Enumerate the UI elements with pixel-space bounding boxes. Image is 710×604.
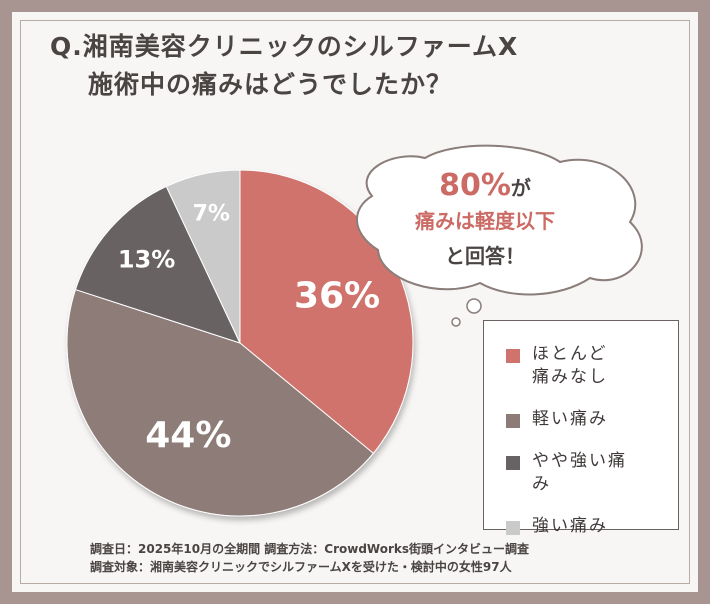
- legend-item: ほとんど痛みなし: [506, 343, 678, 389]
- legend-label-2: 軽い痛み: [532, 409, 608, 429]
- pie-slice-4: [165, 169, 241, 344]
- pie-slice-3: [74, 185, 241, 344]
- pie-slice-2: [66, 288, 375, 517]
- pie-label-3: 13%: [118, 246, 175, 274]
- callout-line-3: と回答！: [445, 244, 525, 268]
- legend-swatch-1: [506, 349, 520, 363]
- pie-label-2: 44%: [145, 415, 231, 456]
- callout-percent: 80%: [439, 168, 511, 203]
- pie-label-4: 7%: [193, 202, 230, 227]
- legend-swatch-4: [506, 521, 520, 535]
- pie-labels: 36% 44% 13% 7%: [118, 202, 380, 456]
- callout-text: 80%が 痛みは軽度以下 と回答！: [380, 168, 590, 269]
- speech-bubble: [356, 144, 643, 327]
- legend-swatch-3: [506, 456, 520, 470]
- callout-line-2: 痛みは軽度以下: [415, 209, 555, 233]
- chart-title: Q.湘南美容クリニックのシルファームX 施術中の痛みはどうでしたか？: [50, 28, 518, 104]
- legend-item: やや強い痛み: [506, 450, 678, 496]
- callout-particle: が: [510, 176, 531, 200]
- legend-swatch-2: [506, 414, 520, 428]
- footer-line-1: 調査日：2025年10月の全期間 調査方法：CrowdWorks街頭インタビュー…: [90, 542, 530, 556]
- pie-label-1: 36%: [294, 275, 380, 316]
- frame-border: [20, 20, 690, 584]
- title-line-1: Q.湘南美容クリニックのシルファームX: [50, 32, 519, 61]
- legend-label-4: 強い痛み: [532, 516, 608, 536]
- legend-label-3: やや強い痛み: [532, 451, 627, 494]
- legend-item: 軽い痛み: [506, 408, 678, 431]
- legend: ほとんど痛みなし 軽い痛み やや強い痛み 強い痛み: [483, 320, 679, 536]
- footer-line-2: 調査対象：湘南美容クリニックでシルファームXを受けた・検討中の女性97人: [90, 560, 512, 574]
- legend-label-1: ほとんど痛みなし: [532, 344, 608, 387]
- title-line-2: 施術中の痛みはどうでしたか？: [88, 70, 453, 99]
- legend-item: 強い痛み: [506, 515, 678, 538]
- survey-footer: 調査日：2025年10月の全期間 調査方法：CrowdWorks街頭インタビュー…: [90, 540, 529, 576]
